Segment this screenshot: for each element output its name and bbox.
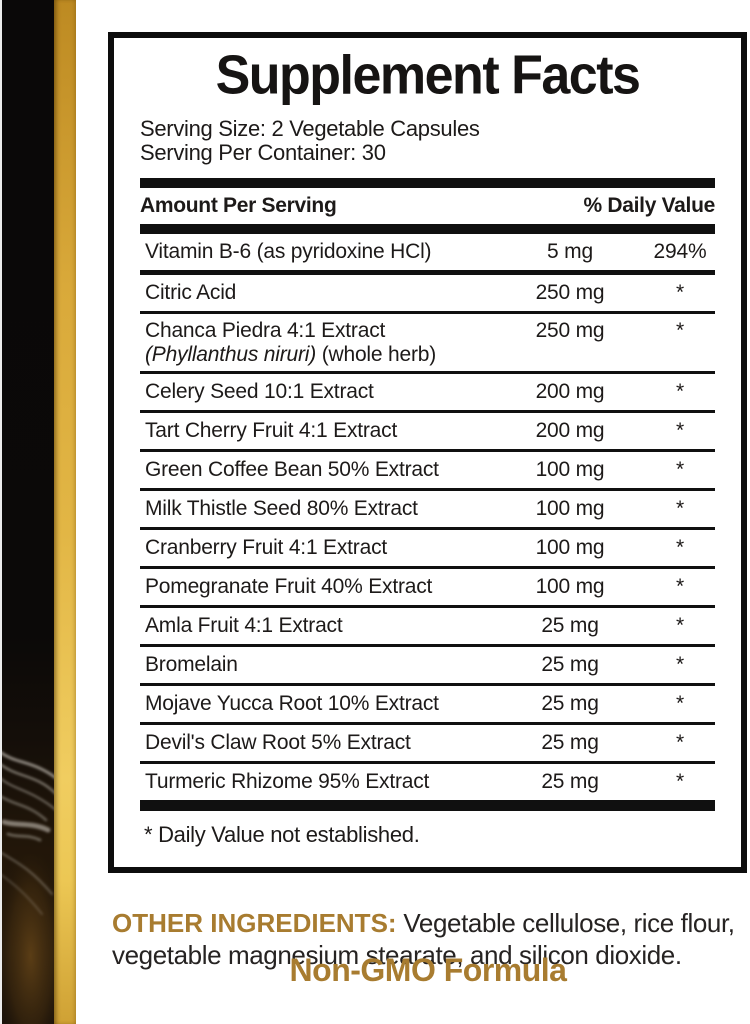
table-row: Bromelain 25 mg * bbox=[140, 647, 715, 686]
ingredient-daily-value-cell: 294% bbox=[653, 239, 707, 263]
facts-header-row: Amount Per Serving % Daily Value bbox=[140, 188, 715, 224]
ingredient-amount-cell: 250 mg bbox=[535, 280, 605, 304]
ingredient-amount-cell: 25 mg bbox=[541, 691, 599, 715]
other-ingredients-paragraph: OTHER INGREDIENTS: Vegetable cellulose, … bbox=[112, 908, 749, 971]
ingredient-name-cell: Green Coffee Bean 50% Extract bbox=[145, 457, 439, 481]
ingredient-amount-cell: 25 mg bbox=[541, 652, 599, 676]
ingredient-name-cell: Cranberry Fruit 4:1 Extract bbox=[145, 535, 388, 559]
ingredient-amount-cell: 100 mg bbox=[535, 496, 605, 520]
ingredient-name-cell: Pomegranate Fruit 40% Extract bbox=[145, 574, 433, 598]
servings-per-container-line: Serving Per Container: 30 bbox=[140, 139, 386, 165]
table-row: Citric Acid 250 mg * bbox=[140, 275, 715, 314]
ingredient-amount-cell: 5 mg bbox=[547, 239, 593, 263]
ingredient-subname: (Phyllanthus niruri) (whole herb) bbox=[145, 342, 437, 366]
ingredient-name-cell: Vitamin B-6 (as pyridoxine HCl) bbox=[145, 239, 432, 263]
non-gmo-claim: Non-GMO Formula bbox=[289, 952, 567, 988]
other-ingredients-label: OTHER INGREDIENTS: bbox=[112, 908, 397, 938]
ingredient-name-cell: Chanca Piedra 4:1 Extract (Phyllanthus ni… bbox=[140, 319, 495, 367]
ingredient-amount-cell: 25 mg bbox=[541, 730, 599, 754]
bottle-black-strip bbox=[2, 0, 54, 1024]
thick-rule-header bbox=[140, 223, 715, 234]
thick-rule-bottom bbox=[140, 799, 715, 811]
ingredient-name-cell: Amla Fruit 4:1 Extract bbox=[145, 613, 343, 637]
ingredient-daily-value-cell: * bbox=[676, 379, 684, 403]
ingredient-daily-value-cell: * bbox=[676, 418, 684, 442]
ingredient-daily-value-cell: * bbox=[676, 496, 684, 520]
table-row: Pomegranate Fruit 40% Extract 100 mg * bbox=[140, 569, 715, 608]
ingredient-name-cell: Devil's Claw Root 5% Extract bbox=[145, 730, 411, 754]
thick-rule-top bbox=[140, 177, 715, 188]
ingredient-name-cell: Bromelain bbox=[145, 652, 238, 676]
table-row: Celery Seed 10:1 Extract 200 mg * bbox=[140, 374, 715, 413]
supplement-facts-title: Supplement Facts bbox=[215, 44, 641, 107]
table-row: Tart Cherry Fruit 4:1 Extract 200 mg * bbox=[140, 413, 715, 452]
ingredient-amount-cell: 25 mg bbox=[541, 769, 599, 793]
ingredient-amount-cell: 100 mg bbox=[535, 574, 605, 598]
bottle-gold-strip bbox=[54, 0, 76, 1024]
table-row: Devil's Claw Root 5% Extract 25 mg * bbox=[140, 725, 715, 764]
ingredient-daily-value-cell: * bbox=[676, 613, 684, 637]
table-row: Turmeric Rhizome 95% Extract 25 mg * bbox=[140, 764, 715, 800]
supplement-facts-panel: Supplement Facts Serving Size: 2 Vegetab… bbox=[108, 32, 747, 873]
other-ingredients-text: Vegetable cellulose, rice flour, vegetab… bbox=[112, 908, 735, 970]
serving-size-line: Serving Size: 2 Vegetable Capsules bbox=[140, 116, 480, 141]
ingredient-daily-value-cell: * bbox=[676, 457, 684, 481]
table-row: Green Coffee Bean 50% Extract 100 mg * bbox=[140, 452, 715, 491]
daily-value-footnote: * Daily Value not established. bbox=[144, 821, 420, 847]
ingredient-name-cell: Celery Seed 10:1 Extract bbox=[145, 379, 374, 403]
amount-per-serving-header: Amount Per Serving bbox=[140, 193, 337, 217]
ingredient-name-cell: Tart Cherry Fruit 4:1 Extract bbox=[145, 418, 398, 442]
ingredient-daily-value-cell: * bbox=[676, 574, 684, 598]
table-row: Chanca Piedra 4:1 Extract (Phyllanthus ni… bbox=[140, 314, 715, 374]
table-row: Mojave Yucca Root 10% Extract 25 mg * bbox=[140, 686, 715, 725]
ingredient-name-cell: Mojave Yucca Root 10% Extract bbox=[145, 691, 439, 715]
daily-value-header: % Daily Value bbox=[583, 193, 715, 217]
serving-info: Serving Size: 2 Vegetable Capsules Servi… bbox=[140, 117, 715, 165]
ingredient-amount-cell: 200 mg bbox=[535, 379, 605, 403]
ingredient-amount-cell: 100 mg bbox=[535, 535, 605, 559]
ingredient-daily-value-cell: * bbox=[676, 280, 684, 304]
ingredient-daily-value-cell: * bbox=[676, 691, 684, 715]
ingredient-daily-value-cell: * bbox=[676, 730, 684, 754]
supplement-facts-content: Supplement Facts Serving Size: 2 Vegetab… bbox=[114, 38, 741, 867]
ingredient-amount-cell: 100 mg bbox=[535, 457, 605, 481]
table-row: Amla Fruit 4:1 Extract 25 mg * bbox=[140, 608, 715, 647]
ingredient-daily-value-cell: * bbox=[676, 769, 684, 793]
table-row: Milk Thistle Seed 80% Extract 100 mg * bbox=[140, 491, 715, 530]
ingredient-daily-value-cell: * bbox=[676, 652, 684, 676]
ingredient-daily-value-cell: * bbox=[676, 318, 684, 342]
ingredient-amount-cell: 250 mg bbox=[535, 318, 605, 342]
table-row: Cranberry Fruit 4:1 Extract 100 mg * bbox=[140, 530, 715, 569]
product-photo-swirl bbox=[2, 751, 54, 1024]
table-row: Vitamin B-6 (as pyridoxine HCl) 5 mg 294… bbox=[140, 234, 715, 275]
facts-rows: Vitamin B-6 (as pyridoxine HCl) 5 mg 294… bbox=[140, 234, 715, 800]
ingredient-daily-value-cell: * bbox=[676, 535, 684, 559]
ingredient-name-cell: Citric Acid bbox=[145, 280, 237, 304]
ingredient-name-cell: Milk Thistle Seed 80% Extract bbox=[145, 496, 418, 520]
ingredient-name-cell: Turmeric Rhizome 95% Extract bbox=[145, 769, 430, 793]
ingredient-amount-cell: 25 mg bbox=[541, 613, 599, 637]
ingredient-amount-cell: 200 mg bbox=[535, 418, 605, 442]
left-edge-highlight bbox=[0, 0, 2, 1024]
